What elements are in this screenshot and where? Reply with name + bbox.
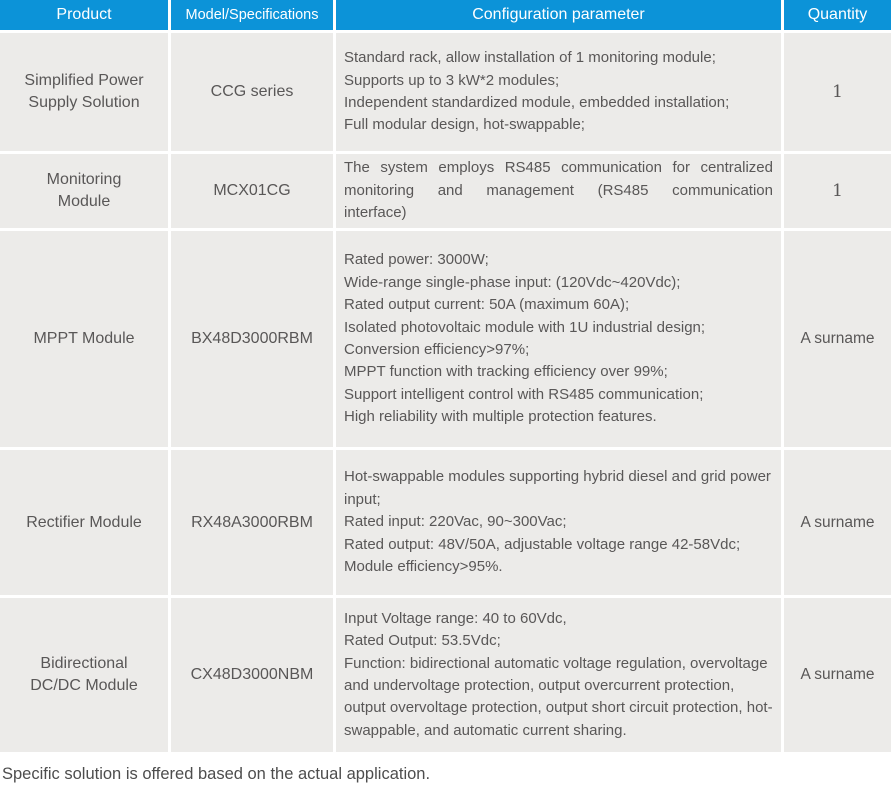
quantity-cell: A surname (784, 598, 891, 752)
model-cell: RX48A3000RBM (171, 450, 333, 595)
column-header-quantity: Quantity (784, 0, 891, 30)
config-cell: The system employs RS485 communication f… (336, 154, 781, 228)
config-cell: Input Voltage range: 40 to 60Vdc, Rated … (336, 598, 781, 752)
product-spec-table: Product Model/Specifications Configurati… (0, 0, 891, 752)
product-cell: Monitoring Module (0, 154, 168, 228)
quantity-cell: 1 (784, 33, 891, 151)
product-cell: Simplified Power Supply Solution (0, 33, 168, 151)
footnote: Specific solution is offered based on th… (2, 765, 431, 783)
model-cell: CCG series (171, 33, 333, 151)
config-cell: Hot-swappable modules supporting hybrid … (336, 450, 781, 595)
quantity-cell: A surname (784, 450, 891, 595)
product-cell: Rectifier Module (0, 450, 168, 595)
column-header-configuration: Configuration parameter (336, 0, 781, 30)
column-header-product: Product (0, 0, 168, 30)
quantity-cell: 1 (784, 154, 891, 228)
model-cell: CX48D3000NBM (171, 598, 333, 752)
column-header-model: Model/Specifications (171, 0, 333, 30)
config-cell: Rated power: 3000W; Wide-range single-ph… (336, 231, 781, 447)
quantity-cell: A surname (784, 231, 891, 447)
model-cell: MCX01CG (171, 154, 333, 228)
product-cell: Bidirectional DC/DC Module (0, 598, 168, 752)
product-cell: MPPT Module (0, 231, 168, 447)
config-cell: Standard rack, allow installation of 1 m… (336, 33, 781, 151)
model-cell: BX48D3000RBM (171, 231, 333, 447)
